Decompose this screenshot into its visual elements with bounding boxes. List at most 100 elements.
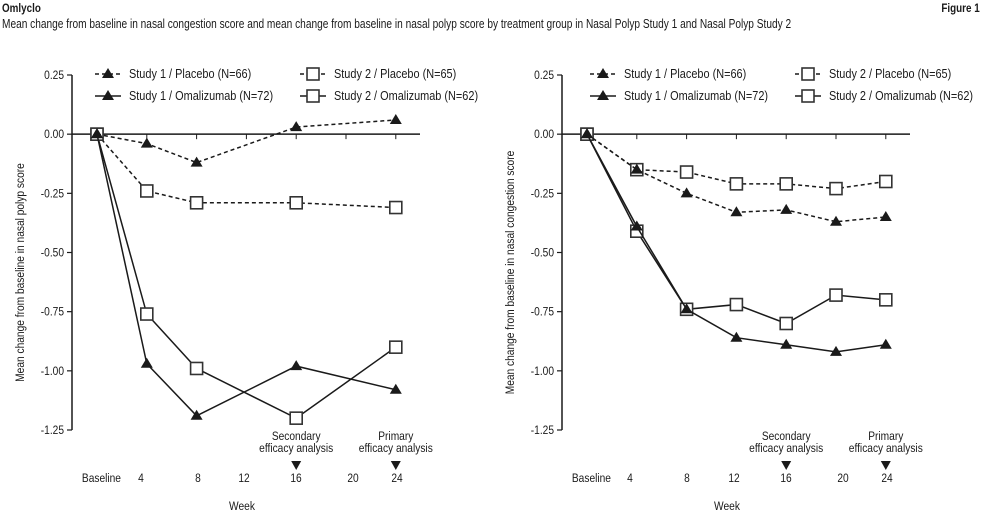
data-point-square: [140, 307, 154, 321]
x-tick-label: Baseline: [572, 472, 611, 485]
series-study-2-placebo-n-65: [90, 127, 403, 215]
series-study-1-placebo-n-66: [91, 113, 402, 167]
x-tick-label: 12: [238, 472, 249, 485]
x-tick-label: 8: [195, 472, 201, 485]
annotation-line2: efficacy analysis: [749, 442, 823, 455]
y-tick-label: -0.50: [531, 247, 554, 260]
legend-item: Study 2 / Omalizumab (N=62): [300, 88, 478, 103]
data-point-triangle: [290, 121, 303, 132]
y-tick-label: 0.25: [44, 69, 64, 82]
annotation-arrow-icon: [781, 461, 792, 470]
data-point-triangle: [879, 211, 892, 221]
y-tick-label: 0.00: [44, 128, 64, 141]
legend-label: Study 1 / Placebo (N=66): [129, 66, 251, 81]
x-tick-label: 4: [627, 472, 633, 485]
data-point-square: [829, 288, 843, 302]
x-tick-label: 16: [290, 472, 301, 485]
data-point-triangle: [190, 156, 203, 167]
series-study-2-omalizumab-n-62: [580, 127, 893, 331]
legend-label: Study 1 / Omalizumab (N=72): [624, 88, 768, 103]
y-axis-label: Mean change from baseline in nasal conge…: [504, 151, 517, 395]
y-tick-label: 0.00: [534, 128, 554, 141]
y-tick-label: -0.75: [41, 306, 64, 319]
legend-label: Study 2 / Omalizumab (N=62): [829, 88, 973, 103]
annotation-line2: efficacy analysis: [849, 442, 923, 455]
legend-label: Study 1 / Placebo (N=66): [624, 66, 746, 81]
annotation-line1: Primary: [378, 430, 413, 443]
y-tick-label: -0.25: [41, 188, 64, 201]
y-tick-label: -1.00: [41, 365, 64, 378]
annotation-line2: efficacy analysis: [259, 442, 333, 455]
data-point-triangle: [630, 163, 643, 174]
x-tick-label: 12: [728, 472, 739, 485]
annotation-line1: Secondary: [762, 430, 811, 443]
legend-label: Study 2 / Placebo (N=65): [334, 66, 456, 81]
data-point-triangle: [190, 409, 203, 420]
data-point-triangle: [581, 128, 593, 139]
data-point-triangle: [879, 338, 892, 349]
legend: Study 1 / Placebo (N=66) Study 2 / Placeb…: [95, 66, 478, 103]
legend-item: Study 2 / Omalizumab (N=62): [795, 88, 973, 103]
x-tick-label: 4: [138, 472, 144, 485]
data-point-triangle: [780, 203, 793, 214]
y-tick-label: -1.25: [41, 424, 64, 437]
legend-item: Study 1 / Placebo (N=66): [590, 66, 746, 81]
y-tick-label: -1.25: [531, 424, 554, 437]
brand-name: Omlyclo: [2, 1, 41, 15]
annotation-line1: Primary: [868, 430, 903, 443]
data-point-triangle: [830, 345, 842, 356]
annotation-line1: Secondary: [272, 430, 321, 443]
y-tick-label: -0.50: [41, 247, 64, 260]
annotation-arrow-icon: [291, 461, 302, 470]
y-tick-label: -1.00: [531, 365, 554, 378]
x-tick-label: 20: [347, 472, 358, 485]
y-tick-label: -0.25: [531, 188, 554, 201]
x-tick-label: 16: [780, 472, 791, 485]
data-point-triangle: [389, 383, 402, 394]
data-point-square: [388, 340, 403, 354]
x-tick-label: Baseline: [82, 472, 121, 485]
data-point-square: [189, 196, 204, 210]
legend-triangle-icon: [102, 90, 114, 100]
legend-square-icon: [306, 89, 320, 103]
legend-item: Study 2 / Placebo (N=65): [795, 66, 951, 81]
series-line: [96, 119, 396, 164]
data-point-square: [729, 177, 744, 191]
data-point-square: [189, 361, 204, 376]
x-tick-label: 20: [837, 472, 848, 485]
data-point-square: [289, 196, 304, 210]
legend-square-icon: [801, 67, 815, 81]
data-point-square: [779, 177, 794, 191]
annotation-arrow-icon: [880, 461, 891, 470]
data-point-square: [878, 293, 893, 307]
x-axis-label: Week: [714, 500, 740, 513]
x-tick-label: 8: [684, 472, 690, 485]
y-tick-label: -0.75: [531, 306, 554, 319]
data-point-triangle: [680, 187, 693, 198]
legend-item: Study 1 / Omalizumab (N=72): [95, 88, 273, 103]
legend-triangle-icon: [597, 90, 609, 100]
x-tick-label: 24: [391, 472, 402, 485]
y-tick-label: 0.25: [534, 69, 554, 82]
annotation-line2: efficacy analysis: [359, 442, 433, 455]
legend-square-icon: [801, 89, 815, 103]
legend-square-icon: [306, 67, 320, 81]
data-point-triangle: [290, 360, 303, 371]
legend-label: Study 1 / Omalizumab (N=72): [129, 88, 273, 103]
data-point-square: [289, 411, 304, 425]
data-point-square: [878, 174, 893, 189]
data-point-square: [388, 200, 403, 215]
series-study-1-placebo-n-66: [581, 128, 892, 226]
data-point-triangle: [680, 303, 693, 314]
data-point-triangle: [389, 113, 402, 124]
data-point-triangle: [140, 357, 153, 368]
data-point-square: [729, 297, 744, 312]
legend-triangle-icon: [597, 68, 609, 78]
legend: Study 1 / Placebo (N=66) Study 2 / Placeb…: [590, 66, 973, 103]
y-axis-label: Mean change from baseline in nasal polyp…: [14, 163, 27, 382]
data-point-triangle: [730, 206, 743, 217]
legend-triangle-icon: [102, 68, 114, 78]
data-point-triangle: [830, 215, 842, 226]
data-point-square: [829, 181, 843, 196]
